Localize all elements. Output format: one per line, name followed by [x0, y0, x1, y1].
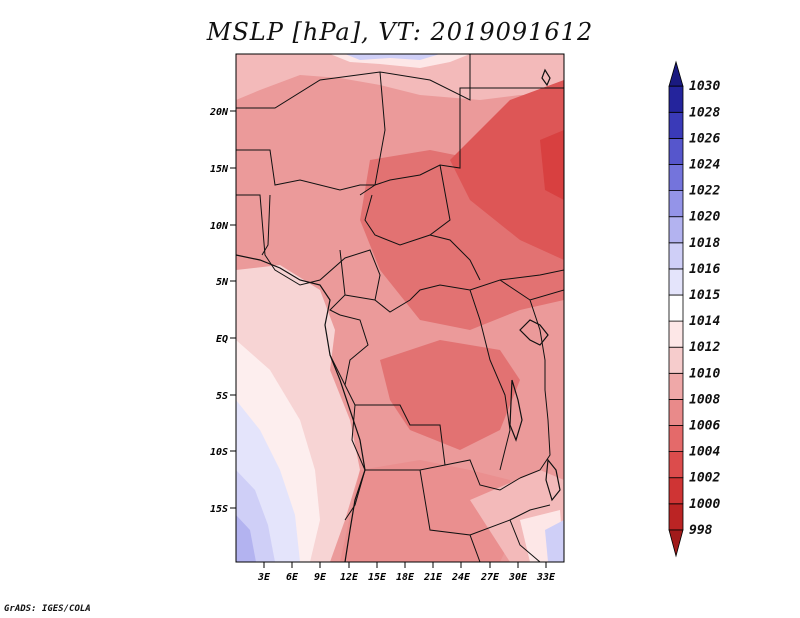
colorbar-label: 1030: [689, 79, 720, 94]
colorbar-swatch: [668, 190, 684, 218]
colorbar-bottom-arrow: [668, 529, 684, 558]
lon-label-30e: 30E: [508, 572, 528, 583]
colorbar-swatch: [668, 503, 684, 531]
colorbar-swatch: [668, 320, 684, 348]
lon-label-3e: 3E: [257, 572, 271, 583]
coastlines: [236, 68, 561, 562]
colorbar-label: 1002: [689, 471, 720, 486]
colorbar-label: 1006: [689, 419, 720, 434]
colorbar-label: 998: [689, 523, 713, 538]
lat-label-20n: 20N: [209, 107, 229, 118]
colorbar-label: 1016: [689, 262, 720, 277]
field-congo-1006: [380, 340, 520, 450]
lon-label-6e: 6E: [286, 572, 299, 583]
lat-axis: 20N 15N 10N 5N EQ 5S 10S 15S: [209, 107, 236, 515]
colorbar-swatch: [668, 372, 684, 400]
colorbar-swatch: [668, 216, 684, 244]
lat-label-15n: 15N: [210, 164, 229, 175]
colorbar-label: 1020: [689, 210, 720, 225]
field-se-1018: [545, 520, 564, 562]
lon-axis: 3E 6E 9E 12E 15E 18E 21E 24E 27E 30E 33E: [257, 562, 556, 583]
colorbar-label: 1008: [689, 392, 720, 407]
colorbar-label: 1000: [689, 497, 720, 512]
credit-text: GrADS: IGES/COLA: [4, 604, 91, 614]
colorbar-swatch: [668, 137, 684, 165]
colorbar-swatch: [668, 425, 684, 453]
colorbar-swatch: [668, 346, 684, 374]
lat-label-15s: 15S: [210, 504, 228, 515]
colorbar-label: 1028: [689, 105, 720, 120]
colorbar-label: 1018: [689, 236, 720, 251]
country-borders: [236, 54, 564, 562]
colorbar-swatch: [668, 477, 684, 505]
lon-label-27e: 27E: [480, 572, 500, 583]
colorbar: 998 1000 1002 1004 1006 1008 1010 1012 1014 1015 1…: [668, 60, 720, 558]
colorbar-swatch: [668, 294, 684, 322]
lat-label-10s: 10S: [210, 447, 228, 458]
map-frame: [235, 53, 565, 563]
lat-label-eq: EQ: [216, 334, 228, 345]
pressure-field: [236, 54, 564, 562]
lat-label-5n: 5N: [216, 277, 229, 288]
colorbar-label: 1022: [689, 184, 720, 199]
field-south-1008: [340, 460, 520, 562]
field-ocean-1020: [236, 515, 256, 562]
lon-label-18e: 18E: [396, 572, 415, 583]
colorbar-label: 1015: [689, 288, 720, 303]
colorbar-swatch: [668, 451, 684, 479]
lat-label-5s: 5S: [216, 391, 228, 402]
field-north-1018: [345, 54, 440, 60]
lon-label-12e: 12E: [340, 572, 359, 583]
colorbar-swatch: [668, 268, 684, 296]
colorbar-label: 1010: [689, 366, 720, 381]
colorbar-top-arrow: [668, 60, 684, 87]
field-nw-1011: [236, 60, 285, 75]
lat-label-10n: 10N: [210, 221, 229, 232]
lon-label-9e: 9E: [314, 572, 327, 583]
colorbar-swatch: [668, 85, 684, 113]
colorbar-swatch: [668, 111, 684, 139]
lon-label-33e: 33E: [536, 572, 556, 583]
colorbar-swatch: [668, 164, 684, 192]
colorbar-label: 1004: [689, 445, 720, 460]
colorbar-swatch: [668, 398, 684, 426]
field-sudan-1005: [450, 80, 564, 260]
lon-label-15e: 15E: [368, 572, 387, 583]
lon-label-21e: 21E: [423, 572, 443, 583]
chart-title: MSLP [hPa], VT: 2019091612: [206, 18, 594, 46]
colorbar-label: 1012: [689, 340, 720, 355]
field-sudan-1003: [540, 130, 564, 200]
colorbar-label: 1026: [689, 131, 720, 146]
lon-label-24e: 24E: [451, 572, 471, 583]
colorbar-label: 1024: [689, 158, 720, 173]
colorbar-swatch: [668, 242, 684, 270]
colorbar-label: 1014: [689, 314, 720, 329]
